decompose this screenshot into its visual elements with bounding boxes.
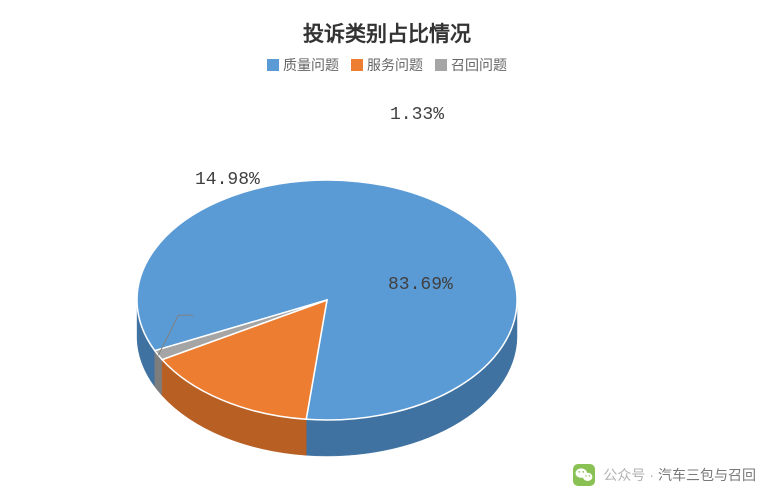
wechat-icon <box>573 464 595 486</box>
pie-chart-3d <box>0 0 774 500</box>
watermark-account: 汽车三包与召回 <box>658 465 756 485</box>
watermark-prefix: 公众号 <box>603 465 645 485</box>
wechat-watermark: 公众号 · 汽车三包与召回 <box>573 464 756 486</box>
data-label-1: 14.98% <box>195 170 260 190</box>
data-label-0: 83.69% <box>388 275 453 295</box>
data-label-2: 1.33% <box>390 105 444 125</box>
chart-container: { "chart": { "type": "pie-3d", "title": … <box>0 0 774 500</box>
watermark-separator: · <box>649 467 654 483</box>
